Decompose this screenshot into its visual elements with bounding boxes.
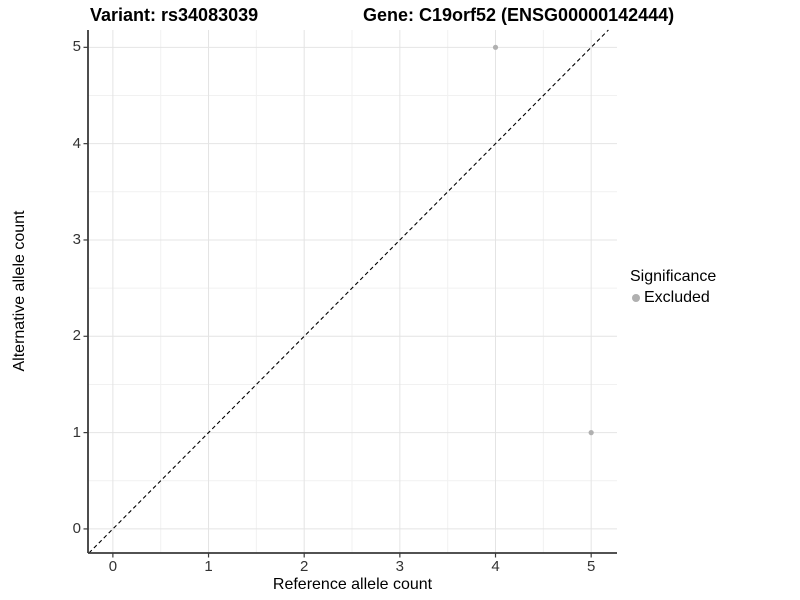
legend-title: Significance	[630, 268, 717, 285]
identity-line	[88, 29, 609, 554]
legend-item-excluded: Excluded	[630, 289, 716, 307]
data-point	[492, 44, 499, 50]
y-tick-label: 5	[72, 38, 81, 56]
y-tick-label: 1	[72, 423, 81, 441]
plot-area	[83, 29, 617, 558]
y-tick-label: 3	[72, 230, 81, 248]
x-axis-title: Reference allele count	[272, 576, 433, 593]
data-point	[588, 430, 594, 436]
y-tick-label: 4	[72, 134, 81, 152]
x-tick-label: 5	[586, 558, 596, 575]
y-axis-title: Alternative allele count	[11, 210, 28, 372]
legend-item-label: Excluded	[644, 289, 710, 306]
legend: Significance Excluded	[630, 268, 716, 307]
legend-items: Excluded	[630, 289, 716, 307]
y-tick-label: 0	[72, 519, 81, 537]
gene-title: Gene: C19orf52 (ENSG00000142444)	[363, 5, 675, 25]
x-tick-label: 2	[300, 558, 309, 575]
variant-title: Variant: rs34083039	[90, 5, 259, 25]
legend-point-icon	[632, 294, 640, 302]
x-tick-label: 0	[108, 558, 118, 575]
x-tick-label: 1	[204, 558, 213, 575]
x-tick-label: 4	[491, 558, 500, 575]
x-tick-label: 3	[395, 558, 405, 575]
y-tick-label: 2	[72, 327, 81, 345]
plot-panel	[83, 29, 617, 558]
